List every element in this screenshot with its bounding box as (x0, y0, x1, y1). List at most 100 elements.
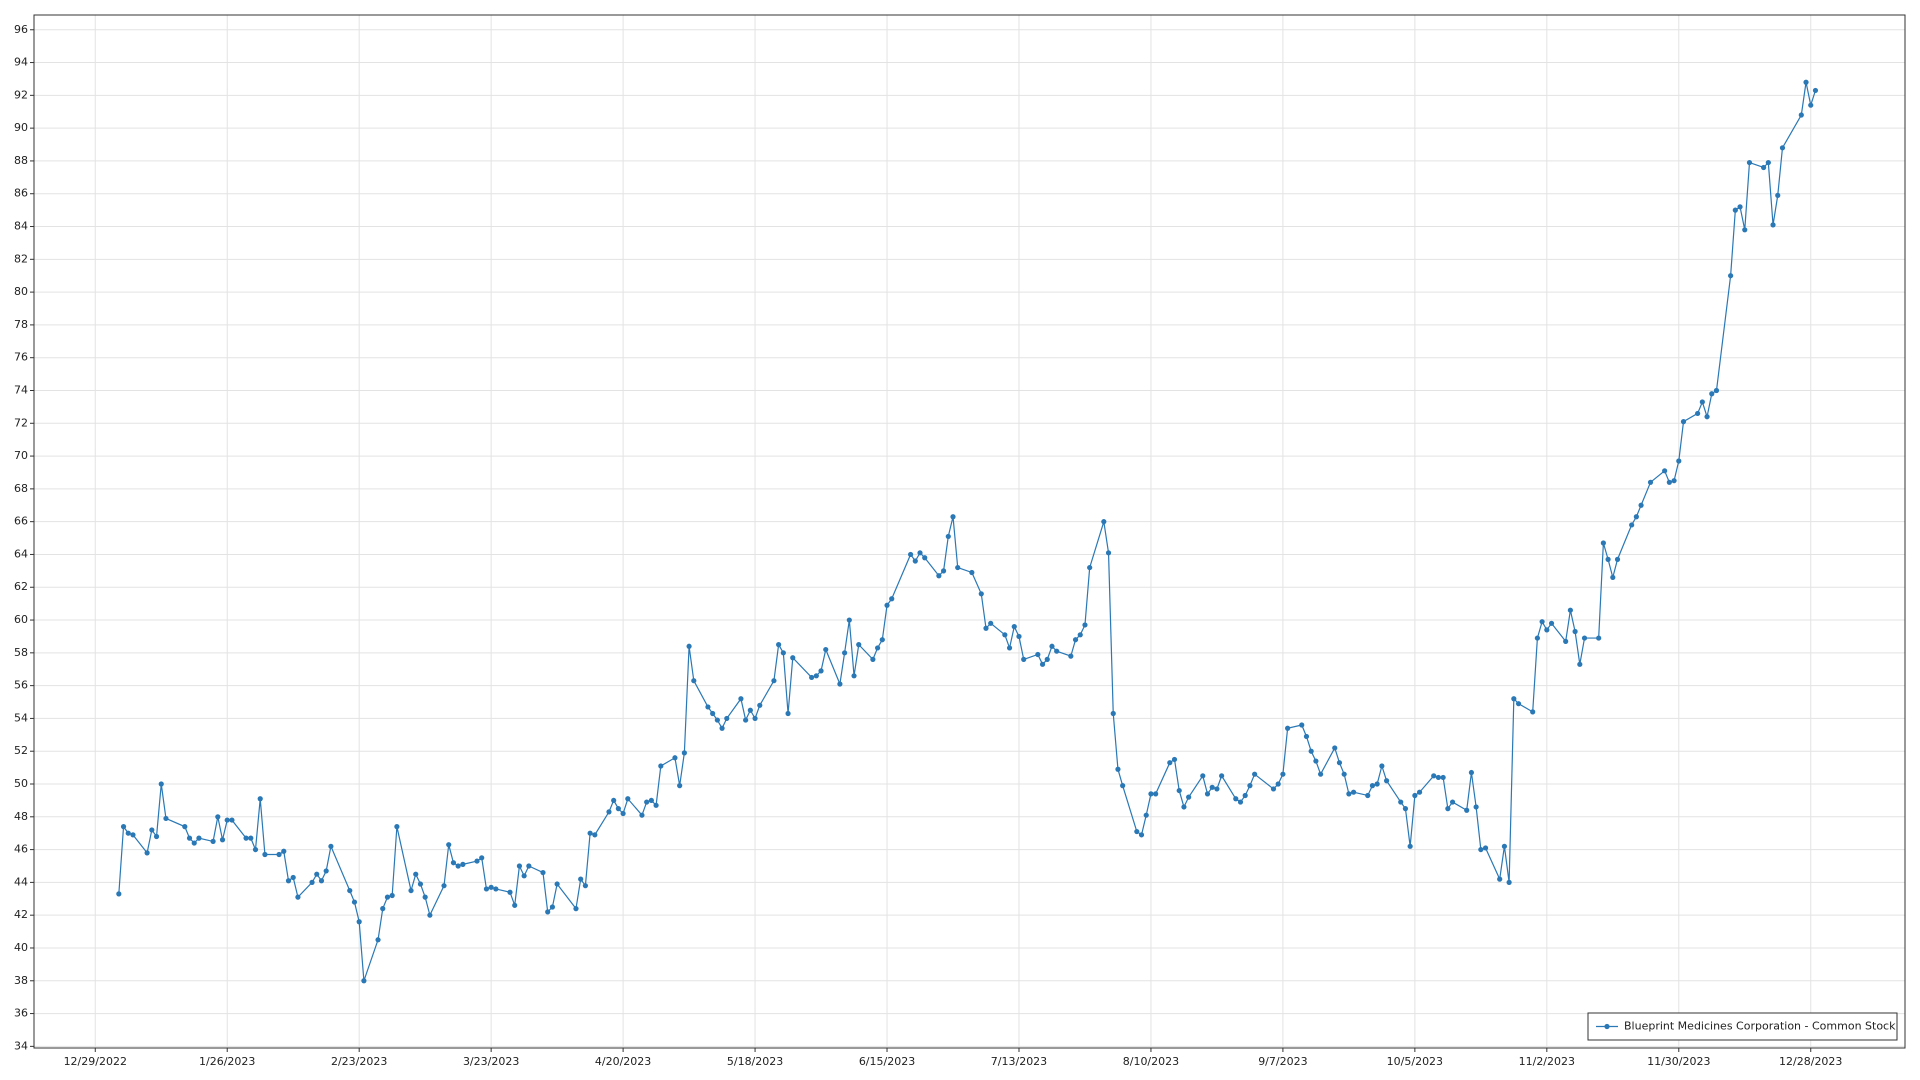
point (978, 591, 984, 597)
point (1746, 159, 1753, 166)
point (144, 850, 150, 856)
point (1181, 804, 1187, 810)
point (1242, 792, 1248, 799)
point (1600, 540, 1606, 546)
point (1186, 794, 1192, 800)
y-tick-label: 70 (14, 449, 28, 462)
point (1713, 387, 1720, 394)
point (1383, 778, 1390, 784)
point (1497, 876, 1503, 882)
point (1285, 725, 1291, 731)
point (625, 796, 631, 802)
point (323, 868, 329, 874)
point (1134, 828, 1140, 835)
legend-marker (1604, 1023, 1610, 1030)
point (1101, 519, 1107, 525)
y-tick-label: 92 (14, 88, 28, 101)
point (1044, 656, 1050, 662)
point (813, 673, 819, 679)
y-tick-label: 66 (14, 515, 28, 528)
point (483, 886, 490, 892)
point (582, 883, 589, 889)
point (743, 717, 749, 723)
point (1779, 145, 1786, 151)
point (1318, 771, 1324, 777)
point (224, 817, 230, 823)
point (196, 835, 202, 841)
point (1308, 748, 1314, 754)
point (1534, 635, 1540, 641)
line (118, 82, 1817, 981)
y-tick-label: 62 (14, 580, 28, 593)
point (686, 643, 692, 649)
y-tick-label: 84 (14, 220, 28, 233)
point (493, 886, 499, 892)
point (1440, 774, 1446, 781)
point (1398, 799, 1404, 805)
point (1303, 733, 1310, 740)
point (1473, 804, 1479, 810)
point (724, 715, 730, 722)
point (620, 810, 626, 817)
x-tick-label: 4/20/2023 (595, 1055, 651, 1068)
point (356, 919, 362, 925)
point (1737, 204, 1743, 210)
point (516, 863, 523, 869)
point (1539, 619, 1545, 625)
point (681, 750, 687, 756)
point (526, 863, 532, 869)
point (936, 573, 942, 579)
point (1214, 786, 1220, 792)
point (1016, 633, 1022, 640)
point (554, 881, 560, 887)
point (1449, 799, 1456, 805)
point (1011, 624, 1017, 630)
point (1638, 502, 1644, 508)
point (940, 568, 947, 574)
point (1346, 791, 1352, 797)
point (1416, 789, 1423, 795)
point (757, 702, 763, 708)
point (441, 883, 447, 889)
point (507, 889, 513, 895)
point (1402, 806, 1409, 812)
point (648, 797, 654, 804)
y-tick-label: 94 (14, 56, 28, 69)
x-tick-label: 11/30/2023 (1647, 1055, 1710, 1068)
point (210, 838, 216, 845)
point (1143, 812, 1149, 818)
point (328, 843, 334, 849)
point (1577, 661, 1583, 667)
point (1252, 771, 1258, 777)
point (907, 551, 914, 558)
point (611, 797, 617, 804)
point (1482, 845, 1489, 851)
point (771, 678, 777, 684)
point (417, 881, 424, 887)
point (389, 892, 395, 899)
point (1742, 227, 1748, 233)
point (856, 642, 862, 648)
point (1407, 843, 1413, 849)
point (1247, 783, 1253, 789)
point (578, 876, 584, 882)
point (191, 840, 197, 846)
point (351, 899, 358, 905)
x-tick-label: 11/2/2023 (1519, 1055, 1575, 1068)
point (738, 696, 744, 702)
point (1666, 479, 1672, 485)
point (747, 707, 753, 713)
legend-label: Blueprint Medicines Corporation - Common… (1624, 1020, 1896, 1033)
point (422, 894, 428, 900)
y-tick-label: 38 (14, 974, 28, 987)
point (158, 781, 164, 787)
point (1468, 769, 1475, 776)
y-tick-label: 34 (14, 1039, 28, 1052)
point (163, 815, 169, 822)
point (1105, 550, 1112, 556)
point (889, 596, 895, 602)
point (1077, 632, 1083, 638)
point (1544, 627, 1550, 633)
x-tick-label: 8/10/2023 (1123, 1055, 1179, 1068)
x-tick-label: 12/29/2022 (64, 1055, 127, 1068)
